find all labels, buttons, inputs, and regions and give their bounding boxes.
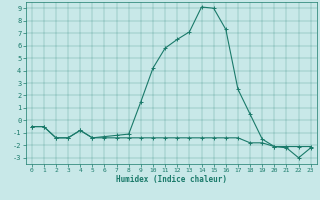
X-axis label: Humidex (Indice chaleur): Humidex (Indice chaleur) xyxy=(116,175,227,184)
